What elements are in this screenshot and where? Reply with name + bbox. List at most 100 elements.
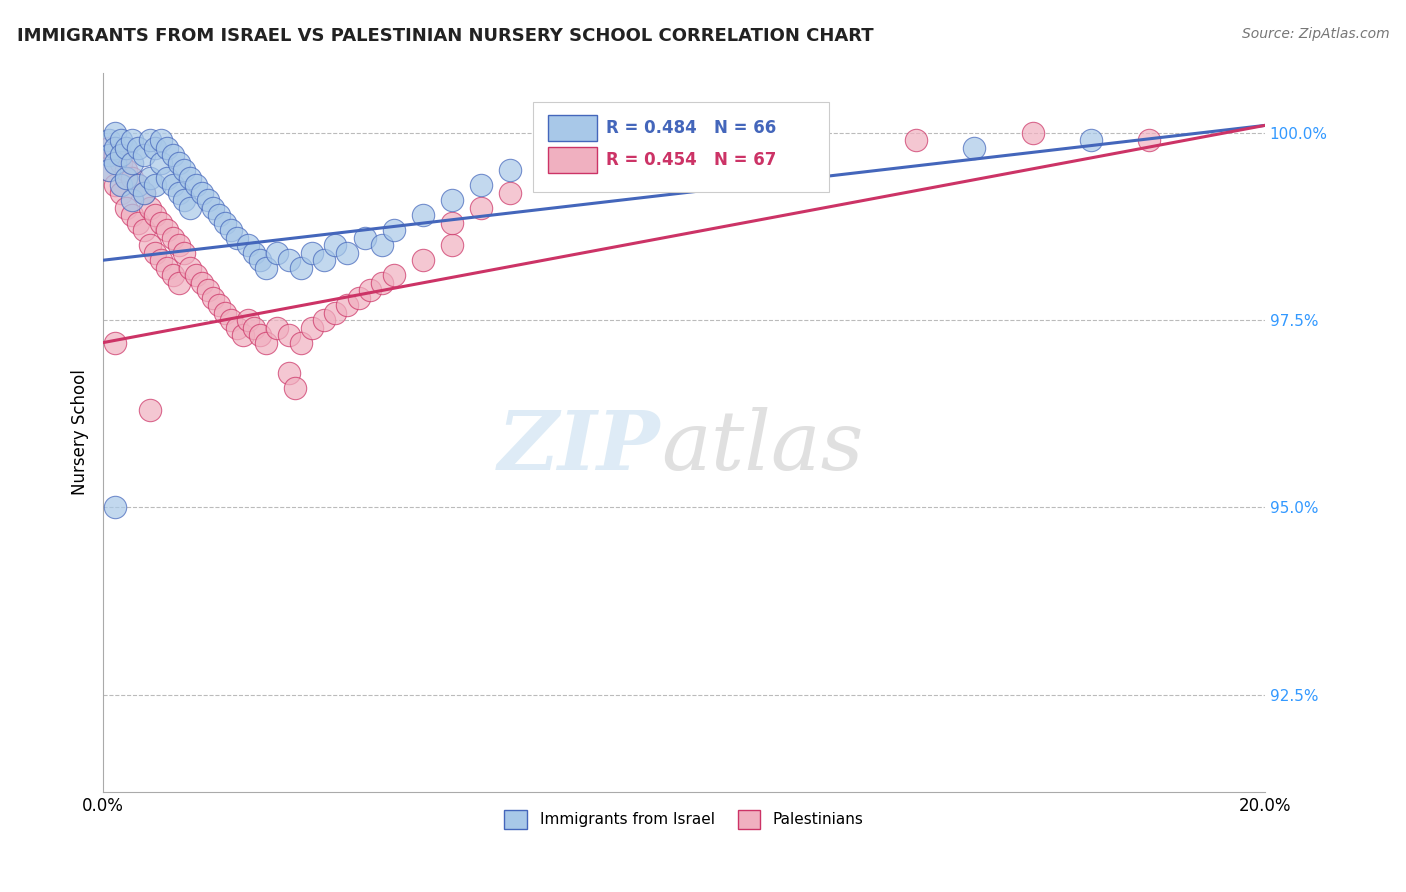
Point (97, 133, 120, 147)
Point (266, 320, 288, 334)
Point (347, 291, 370, 305)
Point (115, 170, 138, 185)
Point (132, 148, 155, 162)
Point (138, 201, 160, 215)
Point (104, 335, 127, 350)
Point (499, 163, 522, 178)
Point (1080, 133, 1102, 147)
Point (104, 156, 127, 170)
Legend: Immigrants from Israel, Palestinians: Immigrants from Israel, Palestinians (498, 804, 870, 835)
Point (197, 194, 219, 208)
Point (225, 231, 247, 245)
Point (127, 141, 149, 155)
Point (312, 253, 335, 268)
Point (132, 223, 155, 237)
Point (121, 133, 143, 147)
Point (110, 156, 132, 170)
FancyBboxPatch shape (548, 147, 598, 173)
Point (905, 133, 928, 147)
Point (243, 320, 266, 334)
Point (167, 156, 190, 170)
Point (121, 194, 143, 208)
Point (115, 141, 138, 155)
Point (150, 133, 173, 147)
Point (557, 148, 579, 162)
Point (184, 268, 207, 283)
Point (214, 305, 236, 319)
Point (336, 298, 359, 312)
Point (97, 148, 120, 162)
Point (145, 178, 167, 193)
Point (191, 186, 214, 200)
Point (104, 500, 127, 515)
Point (145, 141, 167, 155)
Point (97, 141, 120, 155)
Point (145, 208, 167, 222)
Point (470, 201, 492, 215)
Point (238, 313, 260, 327)
Point (359, 283, 381, 297)
Point (104, 126, 127, 140)
Point (127, 216, 149, 230)
Text: Source: ZipAtlas.com: Source: ZipAtlas.com (1241, 27, 1389, 41)
Point (132, 186, 155, 200)
Point (225, 320, 247, 334)
FancyBboxPatch shape (533, 102, 830, 192)
Point (412, 208, 434, 222)
Point (162, 268, 184, 283)
Point (97, 163, 120, 178)
FancyBboxPatch shape (548, 115, 598, 141)
Point (412, 253, 434, 268)
Point (325, 238, 347, 252)
Text: atlas: atlas (661, 407, 863, 487)
Point (278, 253, 301, 268)
Point (219, 313, 242, 327)
Point (290, 260, 312, 275)
Point (104, 148, 127, 162)
Point (672, 126, 695, 140)
Point (191, 276, 214, 290)
Point (382, 223, 405, 237)
Point (301, 320, 323, 334)
Point (156, 141, 179, 155)
Point (104, 141, 127, 155)
Point (214, 216, 236, 230)
Point (353, 231, 375, 245)
Point (249, 253, 271, 268)
Point (440, 216, 463, 230)
Point (470, 178, 492, 193)
Point (963, 141, 986, 155)
Point (179, 201, 201, 215)
Point (138, 170, 160, 185)
Point (557, 170, 579, 185)
Point (672, 141, 695, 155)
Point (371, 238, 394, 252)
Point (110, 178, 132, 193)
Point (110, 133, 132, 147)
Y-axis label: Nursery School: Nursery School (72, 369, 89, 495)
Point (127, 178, 149, 193)
Point (150, 156, 173, 170)
Point (614, 133, 637, 147)
Point (284, 380, 307, 394)
Point (254, 335, 277, 350)
Point (254, 260, 277, 275)
Point (290, 335, 312, 350)
Point (162, 178, 184, 193)
Point (138, 133, 160, 147)
Point (138, 403, 160, 417)
Point (208, 298, 231, 312)
Point (173, 245, 195, 260)
Point (266, 245, 288, 260)
Point (614, 156, 637, 170)
Point (156, 223, 179, 237)
Point (110, 148, 132, 162)
Point (1021, 126, 1043, 140)
Point (278, 366, 301, 380)
Point (1137, 133, 1160, 147)
Point (162, 148, 184, 162)
Point (121, 170, 143, 185)
Point (127, 178, 149, 193)
Point (162, 231, 184, 245)
Point (167, 186, 190, 200)
